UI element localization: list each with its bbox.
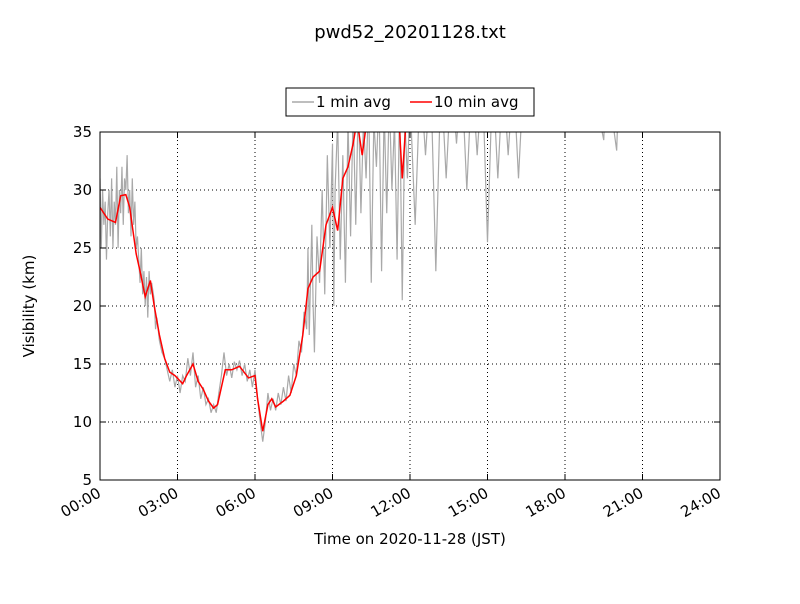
- x-tick-label: 00:00: [58, 484, 104, 521]
- legend-label: 1 min avg: [316, 93, 391, 111]
- y-axis-label: Visibility (km): [20, 255, 38, 358]
- y-tick-label: 25: [73, 239, 92, 257]
- grid: [99, 131, 721, 481]
- x-tick-label: 03:00: [135, 484, 181, 521]
- chart-title: pwd52_20201128.txt: [314, 22, 506, 43]
- y-tick-label: 5: [82, 471, 92, 489]
- legend: 1 min avg 10 min avg: [285, 87, 535, 117]
- x-tick-label: 09:00: [290, 484, 336, 521]
- x-tick-label: 15:00: [445, 484, 491, 521]
- x-tick-label: 12:00: [368, 484, 414, 521]
- x-tick-label: 21:00: [600, 484, 646, 521]
- y-tick-label: 20: [73, 297, 92, 315]
- x-tick-label: 06:00: [213, 484, 259, 521]
- x-tick-label: 24:00: [678, 484, 724, 521]
- x-tick-label: 18:00: [523, 484, 569, 521]
- series-line: [100, 132, 618, 442]
- legend-label: 10 min avg: [434, 93, 519, 111]
- y-tick-label: 15: [73, 355, 92, 373]
- plot-area: [100, 132, 618, 442]
- y-tick-label: 35: [73, 123, 92, 141]
- y-tick-label: 30: [73, 181, 92, 199]
- y-tick-label: 10: [73, 413, 92, 431]
- series-line: [100, 132, 407, 432]
- x-axis-label: Time on 2020-11-28 (JST): [313, 530, 506, 548]
